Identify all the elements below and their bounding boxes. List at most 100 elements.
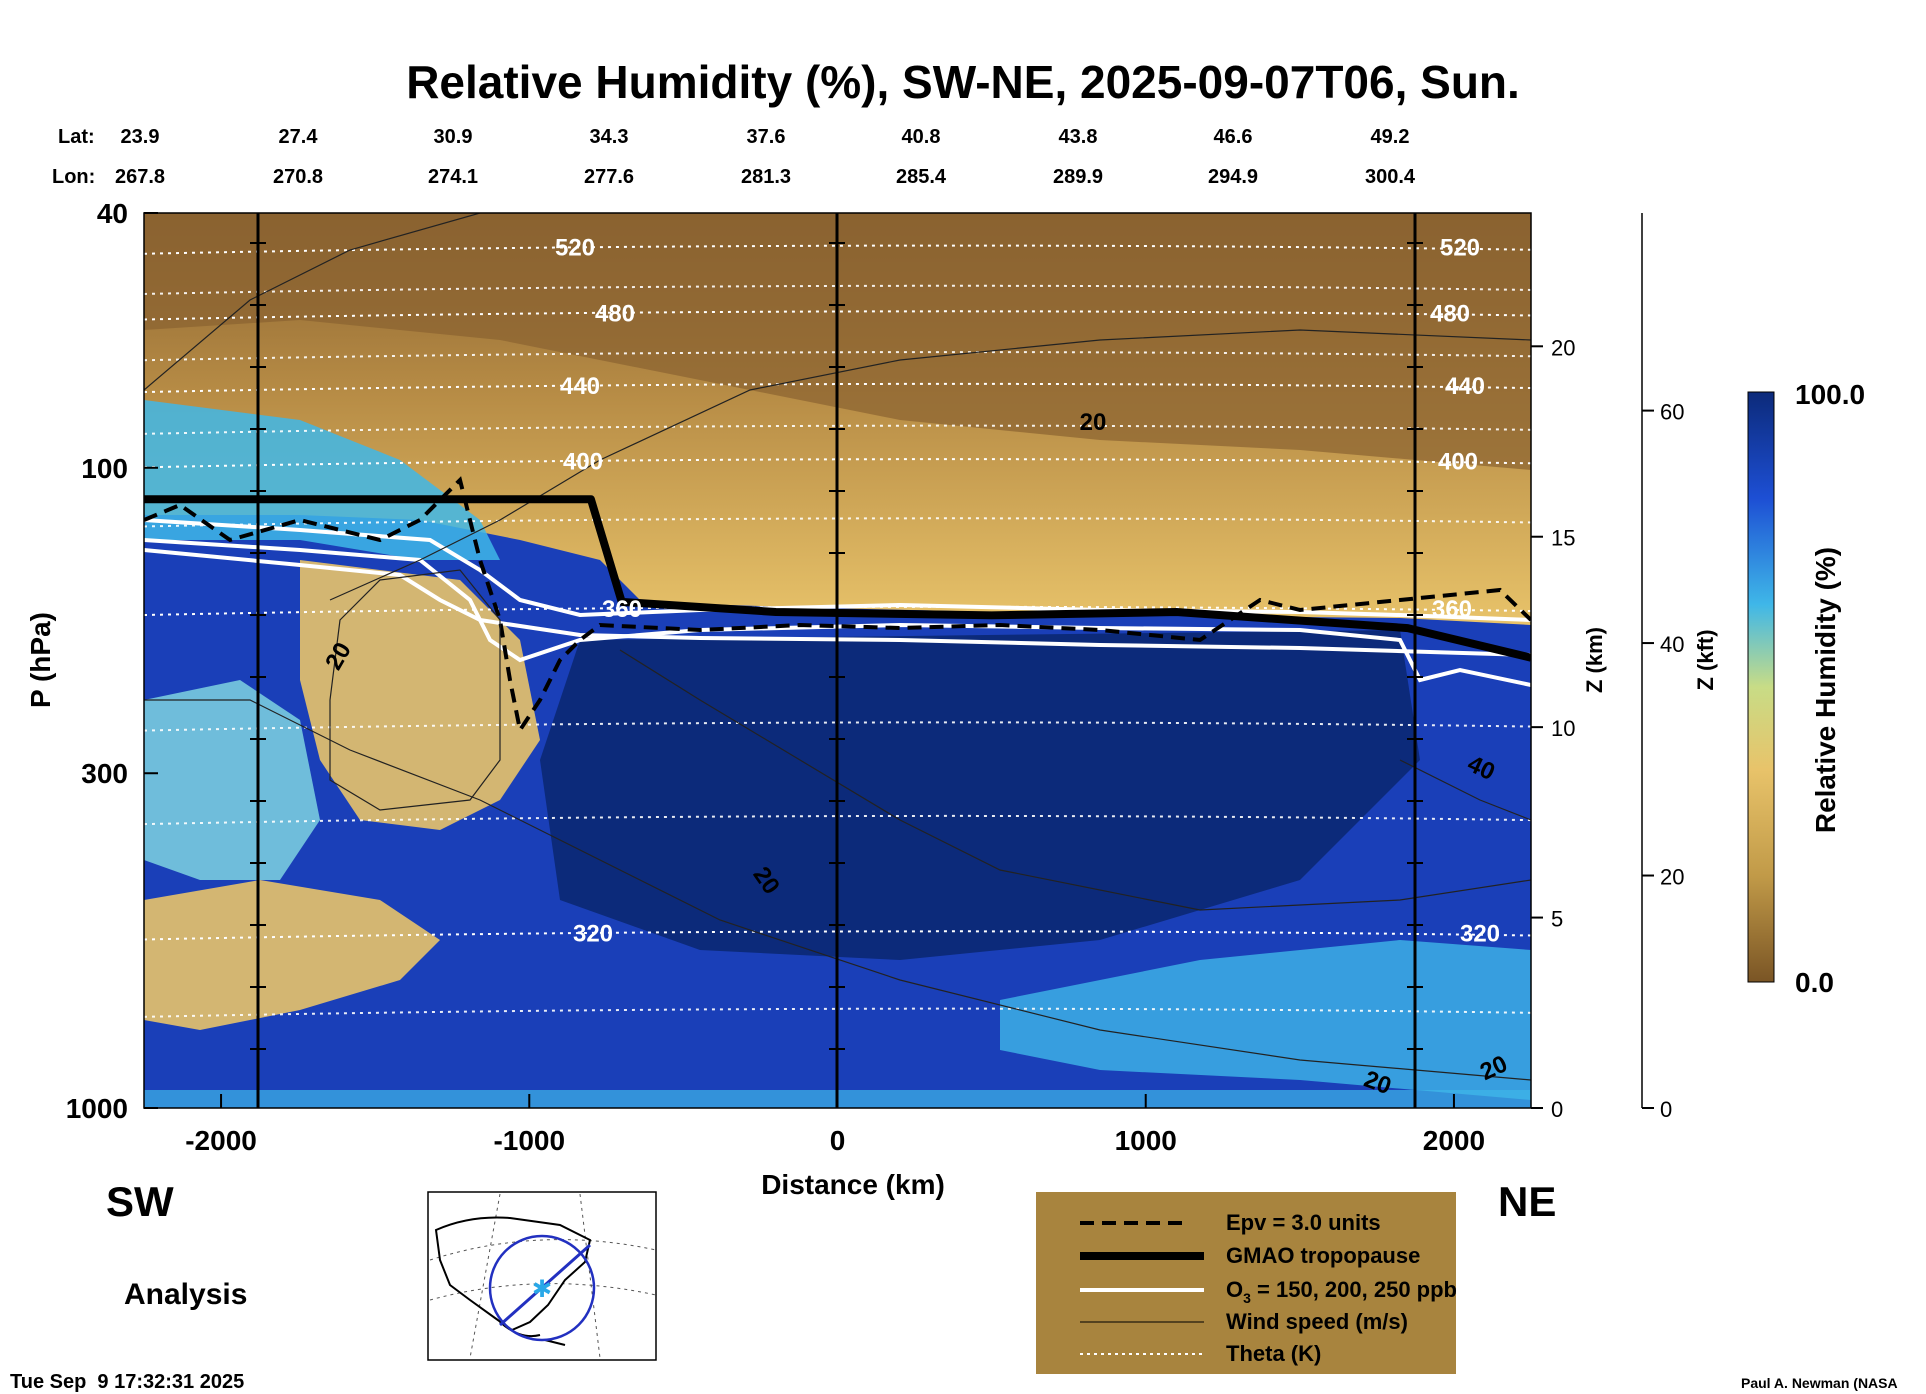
- z-km-tick-label-1: 5: [1551, 907, 1563, 932]
- legend-label-tropopause: GMAO tropopause: [1226, 1243, 1420, 1268]
- x-tick-label-1: -1000: [493, 1125, 565, 1156]
- z-kft-axis: 0 20 40 60: [1641, 213, 1684, 1122]
- inset-map-grid: [429, 1193, 657, 1359]
- lon-value-3: 277.6: [584, 166, 634, 188]
- colorbar-max-label: 100.0: [1795, 379, 1865, 410]
- lon-value-4: 281.3: [741, 166, 791, 188]
- lat-value-8: 49.2: [1371, 126, 1410, 148]
- inset-map-circle: [488, 1234, 596, 1342]
- wind-contour-1: [144, 213, 481, 391]
- lower-light-band: [1000, 940, 1531, 1100]
- y-tick-label-0: 40: [97, 198, 128, 229]
- z-km-tick-label-3: 15: [1551, 526, 1575, 551]
- sw-label: SW: [106, 1178, 174, 1225]
- z-km-axis: 0 5 10 15 20: [1531, 335, 1575, 1122]
- wind-speed-contours: [144, 213, 1531, 1081]
- y-tick-label-1: 100: [81, 453, 128, 484]
- colorbar-label: Relative Humidity (%): [1810, 547, 1841, 833]
- theta-label-360-0: 360: [602, 596, 642, 623]
- legend-label-theta: Theta (K): [1226, 1341, 1321, 1366]
- lat-value-3: 34.3: [590, 126, 629, 148]
- left-moist-band: [144, 400, 500, 560]
- lon-value-2: 274.1: [428, 166, 478, 188]
- lon-value-1: 270.8: [273, 166, 323, 188]
- ne-label: NE: [1498, 1178, 1556, 1225]
- theta-label-520-1: 520: [1440, 235, 1480, 262]
- deep-humid-block: [540, 630, 1420, 960]
- lat-value-0: 23.9: [121, 126, 160, 148]
- y-tick-label-2: 300: [81, 758, 128, 789]
- wind-contour-2: [329, 329, 1531, 601]
- ozone-label-rest: = 150, 200, 250 ppb: [1251, 1277, 1457, 1302]
- y-axis: 40 100 300 1000: [66, 198, 158, 1124]
- ozone-label-main: O: [1226, 1277, 1243, 1302]
- inset-grid-line-1: [429, 1239, 657, 1261]
- gmao-tropopause-line: [144, 495, 1531, 662]
- wind-contour-4: [144, 699, 1531, 1081]
- lat-value-6: 43.8: [1059, 126, 1098, 148]
- reference-vertical-lines: [256, 213, 1417, 1108]
- analysis-label: Analysis: [124, 1278, 247, 1311]
- chart-title: Relative Humidity (%), SW-NE, 2025-09-07…: [406, 56, 1520, 108]
- inset-map-star-icon: ✱: [532, 1276, 552, 1303]
- inset-map-path: [499, 1243, 591, 1327]
- lat-value-2: 30.9: [434, 126, 473, 148]
- lat-value-1: 27.4: [279, 126, 319, 148]
- timestamp: Tue Sep 9 17:32:31 2025: [10, 1371, 244, 1393]
- wind-contour-6: [1399, 759, 1531, 821]
- ozone-150-line: [144, 518, 1531, 622]
- lon-value-8: 300.4: [1365, 166, 1416, 188]
- wind-label-0: 20: [1080, 409, 1107, 436]
- lat-value-4: 37.6: [747, 126, 786, 148]
- z-km-tick-label-4: 20: [1551, 335, 1575, 360]
- theta-label-480-1: 480: [1430, 300, 1470, 327]
- x-axis: -2000 -1000 0 1000 2000: [185, 1094, 1485, 1156]
- z-kft-tick-label-1: 20: [1660, 865, 1684, 890]
- z-km-tick-label-0: 0: [1551, 1097, 1563, 1122]
- lat-lon-header: 23.9 27.4 30.9 34.3 37.6 40.8 43.8 46.6 49.2 267.…: [115, 126, 1416, 188]
- theta-label-400-0: 400: [563, 448, 603, 475]
- lon-value-5: 285.4: [896, 166, 947, 188]
- z-kft-tick-label-2: 40: [1660, 632, 1684, 657]
- epv-contour: [144, 476, 1531, 736]
- ozone-250-line: [144, 548, 1531, 657]
- x-tick-label-4: 2000: [1423, 1125, 1485, 1156]
- lat-value-7: 46.6: [1214, 126, 1253, 148]
- lon-label: Lon:: [52, 166, 95, 188]
- lon-value-0: 267.8: [115, 166, 165, 188]
- mid-dry-tongue: [300, 560, 540, 830]
- inset-grid-line-2: [429, 1283, 657, 1301]
- x-tick-label-3: 1000: [1115, 1125, 1177, 1156]
- z-kft-tick-label-3: 60: [1660, 400, 1684, 425]
- ozone-label-sub: 3: [1243, 1290, 1251, 1306]
- legend: Epv = 3.0 units GMAO tropopause O3 = 150…: [1036, 1192, 1457, 1374]
- x-axis-label: Distance (km): [761, 1169, 945, 1200]
- z-kft-axis-label: Z (kft): [1693, 629, 1718, 690]
- legend-label-ozone: O3 = 150, 200, 250 ppb: [1226, 1277, 1457, 1306]
- theta-label-480-0: 480: [595, 300, 635, 327]
- z-km-tick-label-2: 10: [1551, 716, 1575, 741]
- lon-value-6: 289.9: [1053, 166, 1103, 188]
- lower-dry-region: [144, 880, 440, 1030]
- wind-contour-5: [619, 649, 1531, 911]
- theta-label-360-1: 360: [1432, 596, 1472, 623]
- left-light-region: [144, 680, 320, 880]
- x-tick-label-0: -2000: [185, 1125, 257, 1156]
- lat-label: Lat:: [58, 126, 95, 148]
- legend-label-wind: Wind speed (m/s): [1226, 1309, 1408, 1334]
- theta-label-400-1: 400: [1438, 448, 1478, 475]
- theta-labels: 520 520 480 480 440 440 400 400 360 360 320 320: [555, 235, 1500, 948]
- colorbar-min-label: 0.0: [1795, 967, 1834, 998]
- z-kft-tick-label-0: 0: [1660, 1097, 1672, 1122]
- theta-label-440-0: 440: [560, 373, 600, 400]
- legend-label-epv: Epv = 3.0 units: [1226, 1210, 1381, 1235]
- wind-contour-3: [329, 569, 501, 811]
- inset-map: ✱: [427, 1191, 657, 1361]
- z-km-axis-label: Z (km): [1582, 627, 1607, 693]
- x-tick-label-2: 0: [830, 1125, 846, 1156]
- reference-line-ticks: [250, 242, 1423, 1050]
- y-tick-label-3: 1000: [66, 1093, 128, 1124]
- theta-label-440-1: 440: [1445, 373, 1485, 400]
- lon-value-7: 294.9: [1208, 166, 1258, 188]
